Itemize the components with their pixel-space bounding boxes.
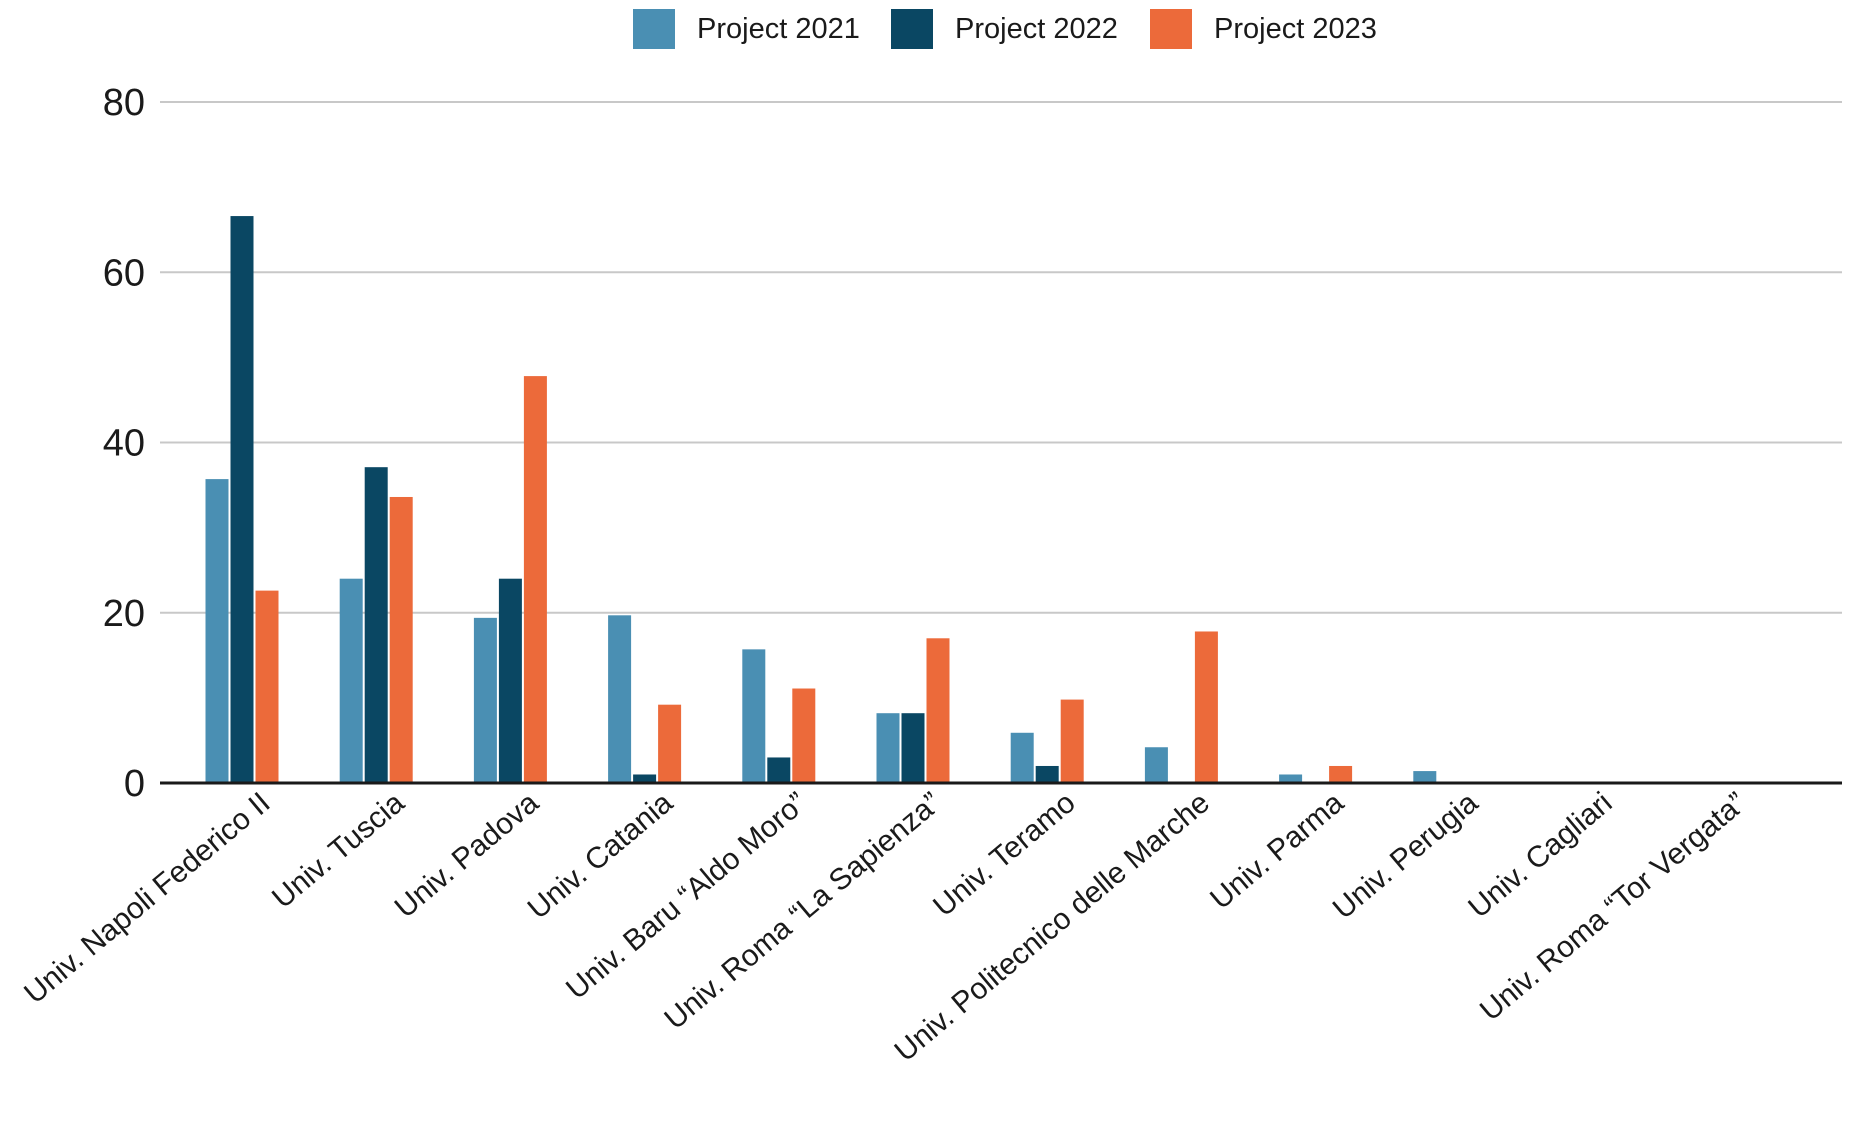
bar-project-2022 — [767, 757, 791, 783]
y-tick-label: 60 — [103, 252, 145, 294]
bar-project-2023 — [926, 638, 950, 783]
bar-project-2021 — [1413, 771, 1437, 783]
bar-project-2021 — [1279, 774, 1303, 783]
legend: Project 2021 Project 2022 Project 2023 — [633, 9, 1377, 49]
bar-project-2022 — [1035, 765, 1059, 783]
y-tick-label: 0 — [124, 763, 145, 805]
x-tick-label: Univ. Roma “Tor Vergata” — [1474, 786, 1753, 1027]
x-tick-label: Univ. Perugia — [1327, 786, 1485, 926]
x-tick-label: Univ. Roma “La Sapienza” — [658, 786, 947, 1036]
bars — [205, 216, 1437, 783]
bar-project-2023 — [658, 704, 682, 783]
bar-project-2021 — [339, 578, 363, 783]
x-tick-label: Univ. Napoli Federico II — [18, 786, 276, 1010]
legend-swatch — [891, 9, 933, 49]
bar-project-2021 — [205, 479, 229, 783]
legend-item: Project 2021 — [633, 9, 860, 49]
legend-item: Project 2023 — [1150, 9, 1377, 49]
bar-project-2023 — [792, 688, 816, 783]
y-tick-label: 40 — [103, 423, 145, 465]
bar-project-2023 — [523, 376, 547, 783]
bar-project-2023 — [1194, 631, 1218, 783]
bar-project-2021 — [473, 617, 497, 783]
legend-label: Project 2023 — [1214, 13, 1377, 45]
gridlines — [160, 101, 1842, 614]
legend-item: Project 2022 — [891, 9, 1118, 49]
legend-label: Project 2021 — [697, 13, 860, 45]
bar-project-2021 — [1144, 747, 1168, 783]
y-tick-label: 20 — [103, 593, 145, 635]
bar-project-2022 — [364, 467, 388, 783]
bar-project-2021 — [608, 615, 632, 783]
x-tick-label: Univ. Padova — [389, 786, 545, 925]
bar-project-2023 — [1329, 765, 1353, 783]
bar-project-2022 — [633, 774, 657, 783]
bar-project-2022 — [901, 713, 925, 783]
x-tick-label: Univ. Parma — [1204, 786, 1350, 916]
bar-project-2023 — [389, 496, 413, 783]
bar-project-2022 — [498, 578, 522, 783]
x-tick-label: Univ. Tuscia — [266, 786, 411, 915]
bar-project-2021 — [742, 649, 766, 783]
bar-project-2023 — [1060, 699, 1084, 783]
x-tick-label: Univ. Baru “Aldo Moro” — [560, 786, 813, 1006]
y-axis-ticks: 0 20 40 60 80 — [103, 82, 145, 805]
bar-project-2021 — [1010, 732, 1034, 783]
legend-swatch — [1150, 9, 1192, 49]
y-tick-label: 80 — [103, 82, 145, 124]
bar-project-2022 — [230, 216, 254, 783]
legend-label: Project 2022 — [955, 13, 1118, 45]
legend-swatch — [633, 9, 675, 49]
bar-project-2021 — [876, 713, 900, 783]
bar-project-2023 — [255, 590, 279, 783]
